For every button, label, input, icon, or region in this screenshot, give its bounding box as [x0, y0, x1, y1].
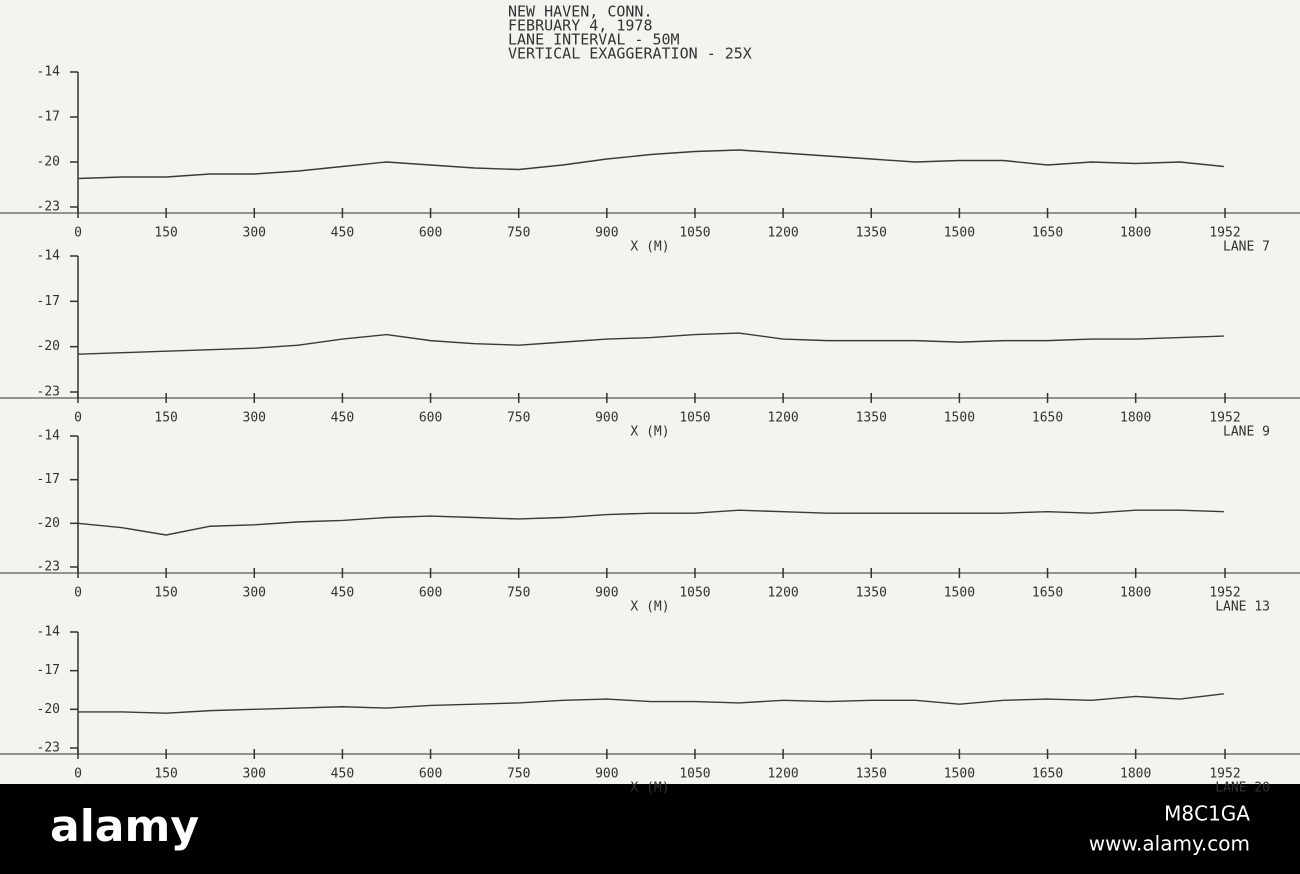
x-axis-label: X (M): [630, 781, 669, 796]
x-tick-label: 1800: [1120, 226, 1151, 241]
lane-label: LANE 7: [1223, 240, 1270, 255]
x-tick-label: 1800: [1120, 586, 1151, 601]
x-tick-label: 1500: [944, 586, 975, 601]
lane-label: LANE 9: [1223, 425, 1270, 440]
x-tick-label: 750: [507, 767, 530, 782]
x-tick-label: 1200: [767, 411, 798, 426]
x-tick-label: 600: [419, 226, 442, 241]
watermark-url: www.alamy.com: [1089, 832, 1250, 856]
y-tick-label: -14: [37, 65, 61, 80]
x-tick-label: 450: [331, 411, 354, 426]
x-tick-label: 600: [419, 767, 442, 782]
y-tick-label: -17: [37, 110, 60, 125]
header-line: NEW HAVEN, CONN.: [508, 3, 653, 21]
x-tick-label: 900: [595, 411, 618, 426]
x-tick-label: 1952: [1209, 586, 1240, 601]
x-tick-label: 1650: [1032, 226, 1063, 241]
x-tick-label: 900: [595, 767, 618, 782]
x-tick-label: 1800: [1120, 767, 1151, 782]
x-tick-label: 1650: [1032, 411, 1063, 426]
x-tick-label: 900: [595, 586, 618, 601]
profile-line: [77, 332, 1224, 355]
x-tick-label: 1800: [1120, 411, 1151, 426]
x-tick-label: 1500: [944, 767, 975, 782]
y-tick-label: -20: [37, 516, 60, 531]
x-tick-label: 1050: [679, 411, 710, 426]
x-tick-label: 300: [243, 586, 266, 601]
x-tick-label: 300: [243, 767, 266, 782]
x-tick-label: 750: [507, 586, 530, 601]
x-tick-label: 1050: [679, 226, 710, 241]
x-tick-label: 600: [419, 586, 442, 601]
x-tick-label: 1350: [856, 767, 887, 782]
x-tick-label: 0: [74, 767, 82, 782]
x-tick-label: 750: [507, 411, 530, 426]
lane-label: LANE 20: [1215, 781, 1270, 796]
x-tick-label: 0: [74, 411, 82, 426]
x-tick-label: 0: [74, 226, 82, 241]
x-tick-label: 900: [595, 226, 618, 241]
y-tick-label: -14: [37, 429, 61, 444]
x-tick-label: 600: [419, 411, 442, 426]
x-tick-label: 1952: [1209, 226, 1240, 241]
x-tick-label: 1952: [1209, 767, 1240, 782]
y-tick-label: -20: [37, 339, 60, 354]
lane-label: LANE 13: [1215, 600, 1270, 615]
watermark-bar: [0, 784, 1300, 874]
profile-line: [77, 509, 1224, 536]
x-tick-label: 0: [74, 586, 82, 601]
x-tick-label: 300: [243, 226, 266, 241]
x-axis-label: X (M): [630, 600, 669, 615]
y-tick-label: -20: [37, 155, 60, 170]
header-line: LANE INTERVAL - 50M: [508, 31, 680, 49]
x-tick-label: 450: [331, 767, 354, 782]
x-tick-label: 1350: [856, 226, 887, 241]
x-tick-label: 1650: [1032, 586, 1063, 601]
x-tick-label: 150: [154, 586, 177, 601]
watermark-id: M8C1GA: [1164, 802, 1250, 826]
x-tick-label: 1200: [767, 767, 798, 782]
x-tick-label: 150: [154, 767, 177, 782]
paper: [0, 0, 1300, 784]
x-tick-label: 1200: [767, 226, 798, 241]
y-tick-label: -17: [37, 472, 60, 487]
y-tick-label: -23: [37, 200, 60, 215]
x-axis-label: X (M): [630, 425, 669, 440]
x-tick-label: 450: [331, 226, 354, 241]
y-tick-label: -23: [37, 560, 60, 575]
x-tick-label: 1500: [944, 411, 975, 426]
watermark-brand: alamy: [50, 801, 199, 852]
y-tick-label: -23: [37, 385, 60, 400]
x-tick-label: 300: [243, 411, 266, 426]
y-tick-label: -20: [37, 702, 60, 717]
profile-line: [77, 149, 1224, 180]
x-tick-label: 150: [154, 411, 177, 426]
x-axis-label: X (M): [630, 240, 669, 255]
y-tick-label: -17: [37, 663, 60, 678]
header-line: VERTICAL EXAGGERATION - 25X: [508, 45, 752, 63]
x-tick-label: 450: [331, 586, 354, 601]
profile-line: [78, 693, 1224, 714]
x-tick-label: 750: [507, 226, 530, 241]
x-tick-label: 1050: [679, 586, 710, 601]
header-line: FEBRUARY 4, 1978: [508, 17, 653, 35]
y-tick-label: -17: [37, 294, 60, 309]
x-tick-label: 1952: [1209, 411, 1240, 426]
y-tick-label: -14: [37, 249, 61, 264]
x-tick-label: 1200: [767, 586, 798, 601]
x-tick-label: 1500: [944, 226, 975, 241]
x-tick-label: 1650: [1032, 767, 1063, 782]
x-tick-label: 1350: [856, 586, 887, 601]
y-tick-label: -14: [37, 625, 61, 640]
y-tick-label: -23: [37, 741, 60, 756]
x-tick-label: 1350: [856, 411, 887, 426]
x-tick-label: 150: [154, 226, 177, 241]
x-tick-label: 1050: [679, 767, 710, 782]
